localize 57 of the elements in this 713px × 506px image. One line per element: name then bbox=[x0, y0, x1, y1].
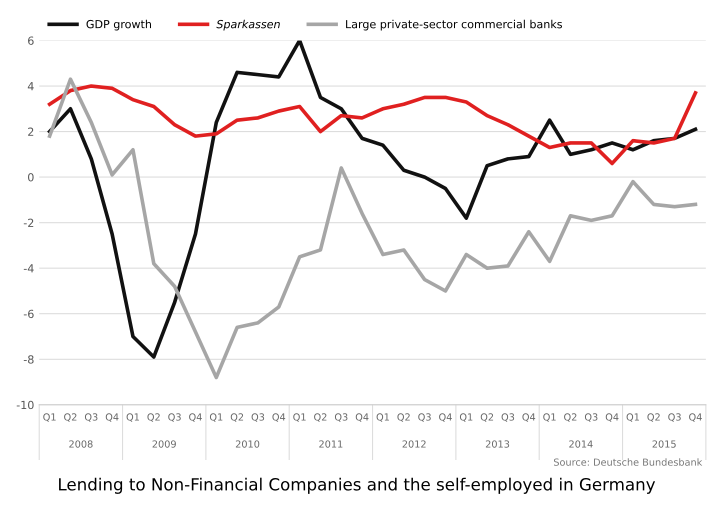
x-tick-label: Q1 bbox=[126, 413, 139, 422]
x-tick-label: Q2 bbox=[480, 413, 494, 422]
legend-label: Large private-sector commercial banks bbox=[346, 20, 562, 30]
x-tick-label: Q1 bbox=[43, 413, 56, 422]
x-tick-label: Q2 bbox=[564, 413, 576, 422]
y-tick-label: -10 bbox=[16, 400, 34, 410]
x-tick-label: Q4 bbox=[272, 413, 286, 422]
x-tick-label: Q3 bbox=[418, 413, 431, 422]
y-tick-label: 6 bbox=[28, 36, 34, 45]
x-tick-label: Q1 bbox=[293, 413, 306, 422]
x-tick-label: Q3 bbox=[84, 413, 98, 422]
text: 2011 bbox=[319, 440, 342, 448]
x-tick-label: Q3 bbox=[584, 413, 598, 422]
x-tick-label: Q2 bbox=[397, 413, 410, 422]
text: Lending to Non-Financial Companies and the self-employed in Germany bbox=[59, 478, 656, 494]
legend-label: Sparkassen bbox=[216, 20, 280, 30]
text: 2015 bbox=[652, 440, 676, 448]
x-tick-label: Q4 bbox=[522, 413, 536, 422]
x-tick-label: Q2 bbox=[147, 413, 160, 422]
text: 2014 bbox=[569, 440, 593, 448]
y-tick-label: -4 bbox=[24, 264, 34, 272]
x-tick-label: Q2 bbox=[64, 413, 76, 422]
x-tick-label: Q3 bbox=[668, 413, 681, 422]
y-tick-label: -6 bbox=[24, 310, 34, 318]
x-tick-label: Q4 bbox=[439, 413, 452, 422]
legend-label: GDP growth bbox=[86, 20, 151, 30]
line-series bbox=[48, 84, 698, 166]
x-tick-label: Q2 bbox=[314, 413, 326, 422]
y-tick-label: 0 bbox=[28, 173, 34, 182]
text: 2012 bbox=[402, 440, 426, 448]
x-tick-label: Q2 bbox=[647, 413, 660, 422]
y-tick-label: -2 bbox=[24, 218, 34, 227]
source-note: Source: Deutsche Bundesbank bbox=[554, 458, 702, 466]
x-tick-label: Q3 bbox=[252, 413, 264, 422]
y-tick-label: -8 bbox=[24, 355, 34, 364]
text: 2010 bbox=[236, 440, 260, 448]
x-tick-label: Q3 bbox=[502, 413, 514, 422]
text: 2008 bbox=[69, 440, 93, 448]
x-tick-label: Q1 bbox=[210, 413, 222, 422]
x-tick-label: Q1 bbox=[543, 413, 556, 422]
x-tick-label: Q2 bbox=[230, 413, 244, 422]
text: 2009 bbox=[152, 440, 176, 448]
line-series bbox=[48, 40, 698, 359]
x-tick-label: Q4 bbox=[189, 413, 202, 422]
x-tick-label: Q3 bbox=[168, 413, 181, 422]
x-tick-label: Q4 bbox=[689, 413, 702, 422]
line-series bbox=[48, 77, 698, 380]
text: 2013 bbox=[486, 440, 510, 448]
y-tick-label: 4 bbox=[28, 82, 34, 90]
x-tick-label: Q4 bbox=[106, 413, 119, 422]
x-tick-label: Q4 bbox=[606, 413, 618, 422]
x-tick-label: Q4 bbox=[356, 413, 368, 422]
x-tick-label: Q1 bbox=[376, 413, 389, 422]
x-tick-label: Q3 bbox=[334, 413, 348, 422]
y-tick-label: 2 bbox=[28, 128, 34, 136]
x-tick-label: Q1 bbox=[626, 413, 639, 422]
x-tick-label: Q1 bbox=[460, 413, 472, 422]
